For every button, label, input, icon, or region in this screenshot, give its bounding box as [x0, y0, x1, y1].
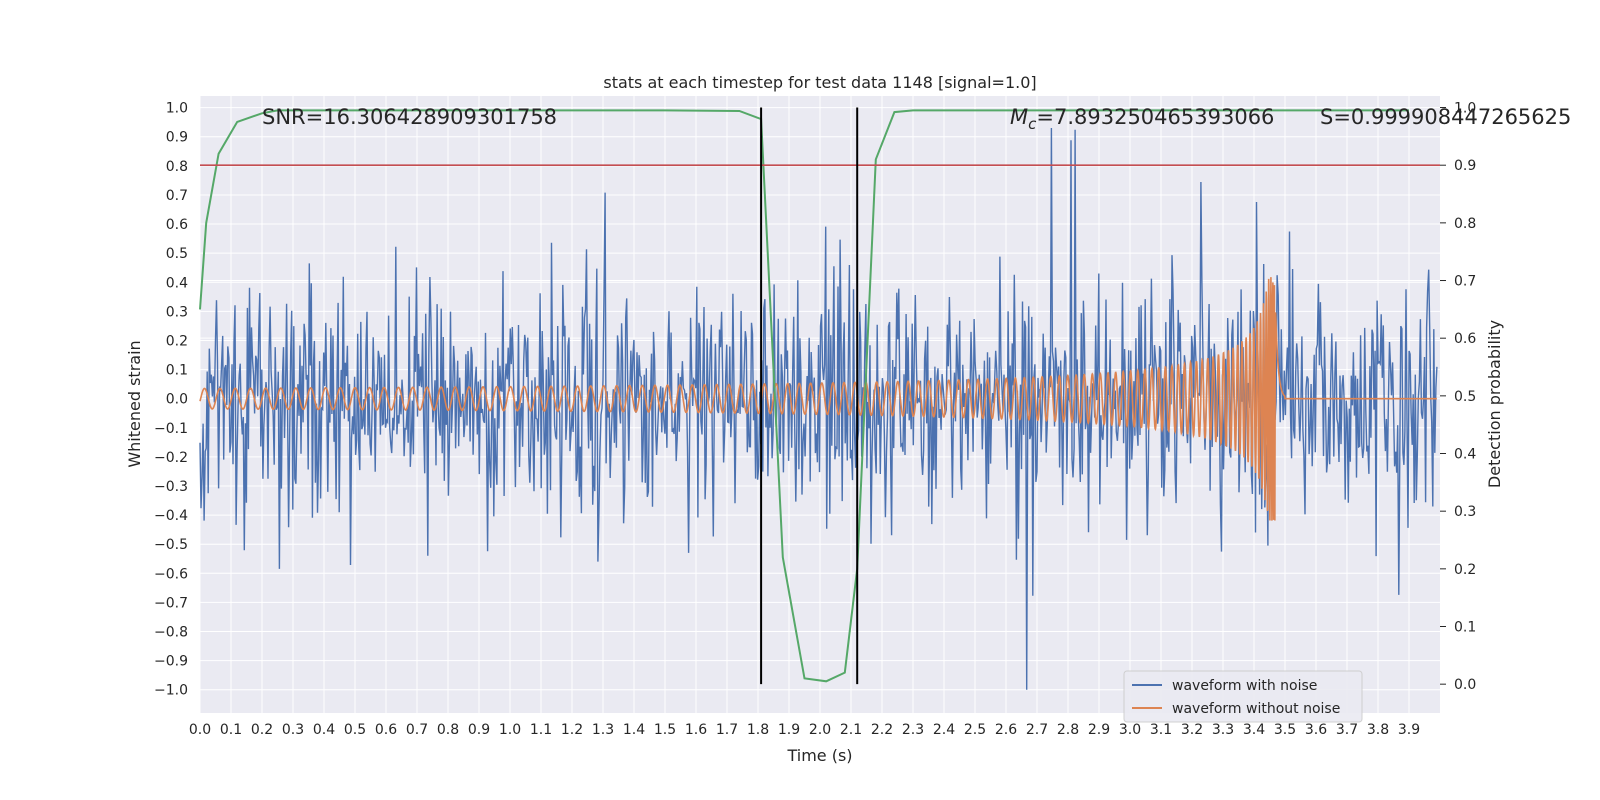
x-tick-label: 3.7	[1336, 722, 1358, 738]
legend: waveform with noise waveform without noi…	[1123, 670, 1363, 723]
x-axis-ticks: 0.0 0.1 0.2 0.3 0.4 0.5 0.6 0.7 0.8 0.9 1.0 1.1 1.2 1…	[189, 722, 1420, 738]
y-tick-label: −0.1	[154, 421, 188, 437]
y-tick-label: −0.4	[154, 508, 188, 524]
legend-label-noise: waveform with noise	[1172, 678, 1317, 694]
x-tick-label: 0.9	[468, 722, 490, 738]
y2-tick-label: 0.7	[1454, 274, 1476, 290]
x-tick-label: 2.8	[1057, 722, 1079, 738]
x-tick-label: 1.8	[747, 722, 769, 738]
y2-axis-label: Detection probability	[1485, 320, 1504, 488]
y2-tick-label: 0.2	[1454, 562, 1476, 578]
y-tick-label: 0.3	[166, 304, 188, 320]
y-tick-label: 0.1	[166, 363, 188, 379]
x-tick-label: 1.7	[716, 722, 738, 738]
x-tick-label: 0.5	[344, 722, 366, 738]
x-tick-label: 0.0	[189, 722, 211, 738]
x-tick-label: 0.8	[437, 722, 459, 738]
y-tick-label: −0.3	[154, 479, 188, 495]
x-tick-label: 3.4	[1243, 722, 1265, 738]
x-tick-label: 3.2	[1181, 722, 1203, 738]
chirp-mass-subscript: c	[1028, 115, 1037, 133]
legend-label-clean: waveform without noise	[1172, 701, 1340, 717]
x-tick-label: 2.6	[995, 722, 1017, 738]
y-tick-label: 0.2	[166, 333, 188, 349]
x-tick-label: 2.5	[964, 722, 986, 738]
y-tick-label: 0.4	[166, 275, 188, 291]
y-tick-label: −0.9	[154, 654, 188, 670]
x-tick-label: 0.4	[313, 722, 335, 738]
y-tick-label: −0.2	[154, 450, 188, 466]
series-waveform-without-noise	[199, 277, 1437, 521]
x-tick-label: 1.0	[499, 722, 521, 738]
x-tick-label: 3.8	[1367, 722, 1389, 738]
clean-line	[199, 277, 1437, 521]
y-tick-label: 0.0	[166, 392, 188, 408]
y-tick-label: −0.6	[154, 566, 188, 582]
x-tick-label: 0.1	[220, 722, 242, 738]
y-tick-label: 0.8	[166, 159, 188, 175]
x-tick-label: 0.6	[375, 722, 397, 738]
x-axis-label: Time (s)	[786, 746, 852, 765]
y-tick-label: −0.7	[154, 595, 188, 611]
y2-tick-label: 0.9	[1454, 158, 1476, 174]
x-tick-label: 3.6	[1305, 722, 1327, 738]
y-tick-label: −0.5	[154, 537, 188, 553]
y2-tick-label: 0.0	[1454, 677, 1476, 693]
y-axis-ticks: 1.0 0.9 0.8 0.7 0.6 0.5 0.4 0.3 0.2 0.1 0.0 −0.1 −0.…	[154, 101, 188, 699]
x-tick-label: 3.5	[1274, 722, 1296, 738]
y-tick-label: −1.0	[154, 683, 188, 699]
y-tick-label: 0.7	[166, 188, 188, 204]
y2-tick-label: 0.6	[1454, 331, 1476, 347]
series-waveform-with-noise	[199, 127, 1438, 690]
y2-tick-label: 1.0	[1454, 101, 1476, 117]
chirp-mass-symbol: M	[1010, 105, 1028, 129]
chart-title: stats at each timestep for test data 114…	[603, 73, 1036, 92]
snr-annotation: SNR=16.306428909301758	[262, 105, 557, 129]
x-tick-label: 2.4	[933, 722, 955, 738]
x-tick-label: 2.0	[809, 722, 831, 738]
y2-tick-label: 0.1	[1454, 620, 1476, 636]
x-tick-label: 3.1	[1150, 722, 1172, 738]
x-tick-label: 3.0	[1119, 722, 1141, 738]
x-tick-label: 1.9	[778, 722, 800, 738]
x-tick-label: 2.2	[871, 722, 893, 738]
x-tick-label: 0.7	[406, 722, 428, 738]
noise-line	[199, 127, 1438, 690]
x-tick-label: 2.9	[1088, 722, 1110, 738]
y-tick-label: 1.0	[166, 101, 188, 117]
x-tick-label: 3.9	[1398, 722, 1420, 738]
legend-box	[1123, 670, 1363, 723]
y-tick-label: 0.9	[166, 130, 188, 146]
y-axis-label: Whitened strain	[125, 340, 144, 467]
x-tick-label: 1.4	[623, 722, 645, 738]
x-tick-label: 1.3	[592, 722, 614, 738]
y2-tick-label: 0.3	[1454, 504, 1476, 520]
x-tick-label: 1.2	[561, 722, 583, 738]
x-tick-label: 3.3	[1212, 722, 1234, 738]
y-tick-label: −0.8	[154, 625, 188, 641]
chirp-mass-annotation: Mc=7.893250465393066	[1010, 105, 1274, 133]
x-tick-label: 2.3	[902, 722, 924, 738]
s-annotation: S=0.999908447265625	[1320, 105, 1571, 129]
x-tick-label: 0.3	[282, 722, 304, 738]
y2-tick-label: 0.5	[1454, 389, 1476, 405]
y-tick-label: 0.6	[166, 217, 188, 233]
y2-tick-label: 0.4	[1454, 447, 1476, 463]
x-tick-label: 2.7	[1026, 722, 1048, 738]
y-tick-label: 0.5	[166, 246, 188, 262]
x-tick-label: 1.1	[530, 722, 552, 738]
chirp-mass-value: =7.893250465393066	[1036, 105, 1274, 129]
y2-axis-ticks: 1.0 0.9 0.8 0.7 0.6 0.5 0.4 0.3 0.2 0.1 0.0	[1440, 101, 1476, 693]
y2-tick-label: 0.8	[1454, 216, 1476, 232]
x-tick-label: 1.6	[685, 722, 707, 738]
x-tick-label: 1.5	[654, 722, 676, 738]
overlays	[200, 107, 1440, 685]
x-tick-label: 2.1	[840, 722, 862, 738]
x-tick-label: 0.2	[251, 722, 273, 738]
